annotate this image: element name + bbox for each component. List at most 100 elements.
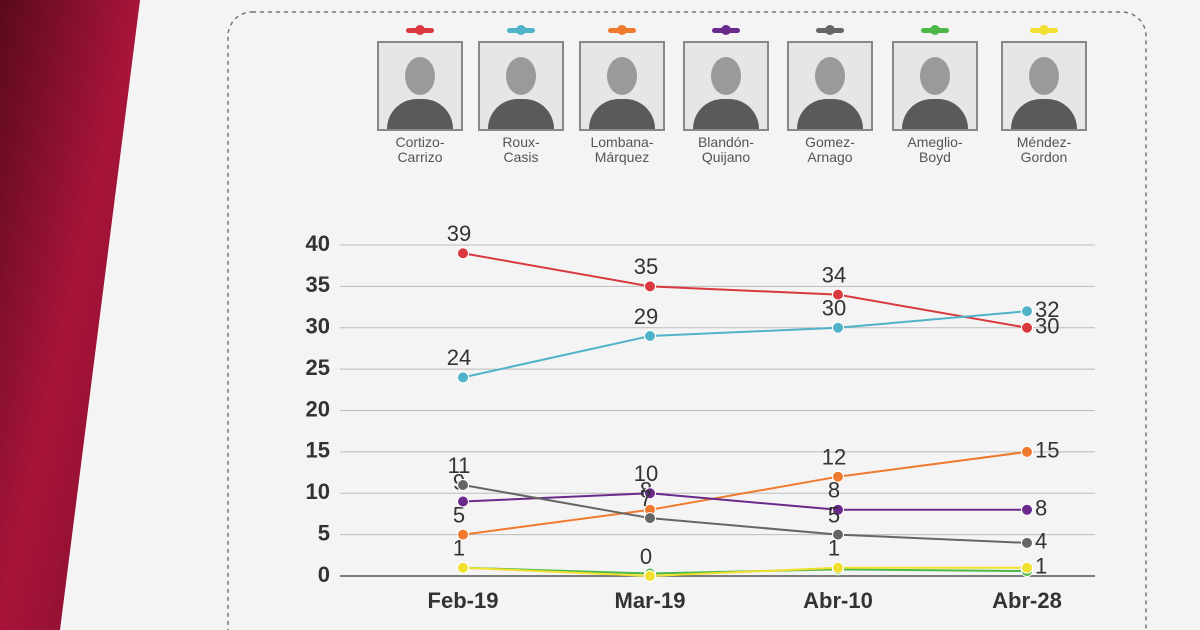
legend-label: Cortizo-Carrizo — [395, 134, 445, 165]
data-point — [832, 503, 844, 516]
legend-label: Blandón-Quijano — [697, 134, 755, 165]
data-label: 32 — [1035, 297, 1059, 322]
legend-item: Lombana-Márquez — [579, 25, 665, 165]
data-label: 8 — [828, 478, 840, 503]
data-point — [1021, 561, 1033, 574]
data-point — [1021, 503, 1033, 516]
data-point — [832, 470, 844, 483]
legend-item: Roux-Casis — [478, 25, 564, 165]
candidate-photo — [1001, 41, 1087, 131]
data-label: 24 — [447, 345, 471, 370]
candidate-photo — [377, 41, 463, 131]
data-label: 8 — [1035, 496, 1047, 521]
data-label: 1 — [1035, 554, 1047, 579]
photo-body — [387, 99, 453, 129]
y-tick-label: 40 — [306, 231, 330, 256]
photo-head — [711, 57, 741, 95]
photo-head — [405, 57, 435, 95]
data-point — [457, 528, 469, 541]
photo-head — [506, 57, 536, 95]
data-point — [457, 561, 469, 574]
data-point — [832, 561, 844, 574]
data-point — [1021, 445, 1033, 458]
frame — [227, 11, 1147, 630]
legend-label: Roux-Casis — [502, 134, 540, 165]
data-label: 5 — [453, 502, 465, 527]
legend-item: Ameglio-Boyd — [892, 25, 978, 165]
data-point — [644, 280, 656, 293]
data-point — [644, 487, 656, 500]
legend: Cortizo-Carrizo Roux-Casis Lombana-Márquez… — [0, 25, 1200, 178]
data-point — [644, 570, 656, 582]
data-point — [457, 371, 469, 384]
data-label: 7 — [640, 486, 652, 511]
candidate-photo — [683, 41, 769, 131]
y-tick-label: 20 — [306, 396, 330, 421]
legend-swatch — [921, 25, 949, 35]
data-point — [1021, 321, 1033, 334]
y-tick-label: 30 — [306, 314, 330, 339]
legend-item: Gomez-Arnago — [787, 25, 873, 165]
series-line — [462, 450, 1028, 536]
data-label: 39 — [447, 221, 471, 246]
x-tick-label: Abr-10 — [803, 588, 873, 613]
data-label: 0 — [640, 544, 652, 569]
photo-body — [797, 99, 863, 129]
legend-swatch — [507, 25, 535, 35]
decor-panel — [0, 0, 140, 630]
legend-item: Cortizo-Carrizo — [377, 25, 463, 165]
data-point — [457, 478, 469, 491]
data-label: 1 — [453, 536, 465, 561]
photo-body — [589, 99, 655, 129]
candidate-photo — [892, 41, 978, 131]
legend-swatch — [816, 25, 844, 35]
series-line — [462, 310, 1028, 379]
data-label: 1 — [828, 536, 840, 561]
photo-head — [920, 57, 950, 95]
data-point — [644, 512, 656, 525]
legend-swatch — [1030, 25, 1058, 35]
x-tick-label: Feb-19 — [428, 588, 499, 613]
legend-swatch — [712, 25, 740, 35]
photo-head — [607, 57, 637, 95]
photo-body — [1011, 99, 1077, 129]
data-label: 35 — [634, 254, 658, 279]
data-label: 15 — [1035, 438, 1059, 463]
data-point — [832, 288, 844, 301]
candidate-photo — [579, 41, 665, 131]
y-tick-label: 0 — [318, 562, 330, 587]
data-point — [1021, 305, 1033, 318]
data-label: 11 — [448, 453, 471, 478]
x-tick-label: Abr-28 — [992, 588, 1062, 613]
data-point — [457, 495, 469, 508]
data-label: 12 — [822, 445, 846, 470]
photo-head — [1029, 57, 1059, 95]
y-tick-label: 25 — [306, 355, 330, 380]
data-label: 4 — [1035, 529, 1047, 554]
series-line — [462, 492, 1027, 511]
y-tick-label: 10 — [306, 479, 330, 504]
legend-item: Blandón-Quijano — [683, 25, 769, 165]
data-point — [644, 330, 656, 343]
data-point — [832, 528, 844, 541]
legend-label: Lombana-Márquez — [590, 134, 654, 165]
candidate-photo — [478, 41, 564, 131]
photo-body — [693, 99, 759, 129]
series-line — [462, 566, 1027, 578]
x-tick-label: Mar-19 — [615, 588, 686, 613]
legend-swatch — [406, 25, 434, 35]
photo-head — [815, 57, 845, 95]
legend-swatch — [608, 25, 636, 35]
data-point — [1021, 536, 1033, 549]
series-line — [462, 483, 1028, 544]
legend-label: Méndez-Gordon — [1016, 134, 1072, 165]
photo-body — [488, 99, 554, 129]
legend-item: Méndez-Gordon — [1001, 25, 1087, 165]
y-tick-label: 35 — [306, 272, 330, 297]
series-line — [462, 252, 1028, 329]
data-point — [832, 321, 844, 334]
data-label: 10 — [634, 461, 658, 486]
